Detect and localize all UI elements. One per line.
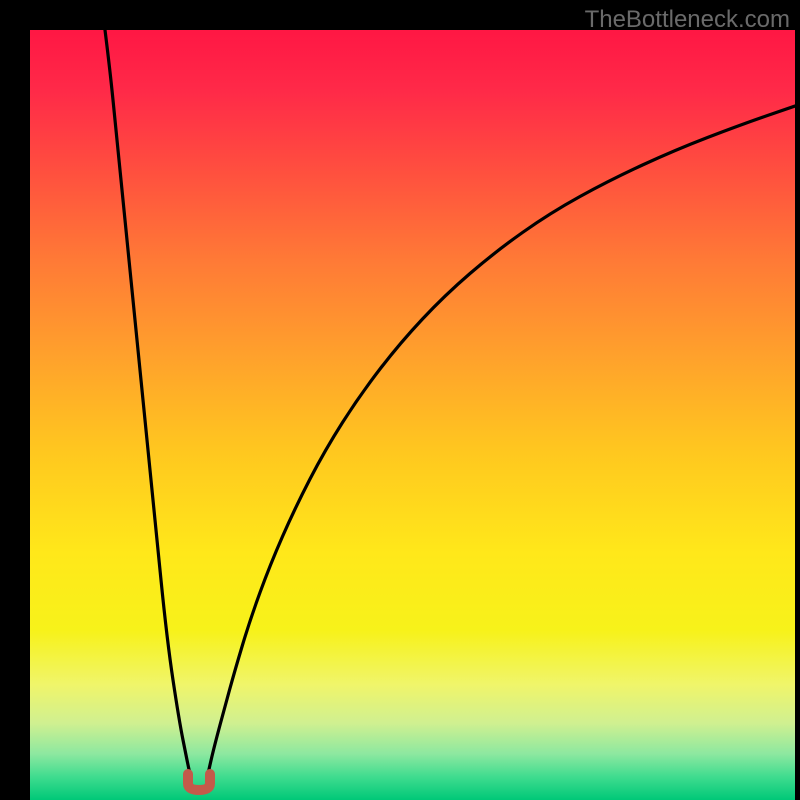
chart-container: TheBottleneck.com [0,0,800,800]
plot-area [30,30,795,800]
watermark-text: TheBottleneck.com [585,6,790,34]
